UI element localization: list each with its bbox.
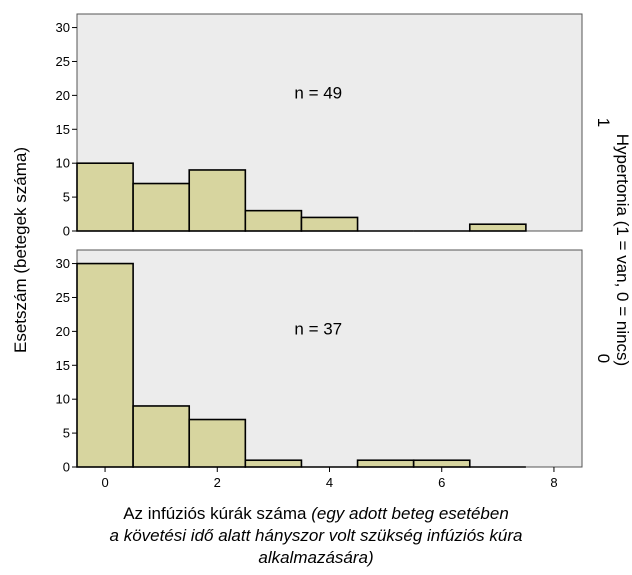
histogram-bar bbox=[412, 459, 471, 468]
x-tick-label: 8 bbox=[550, 475, 557, 490]
histogram-bar bbox=[132, 182, 191, 232]
panel-0: 0 5 10 15 20 25 30 n = 37 0 bbox=[56, 249, 613, 475]
y-tick-label: 30 bbox=[56, 256, 70, 271]
panel-annotation: n = 37 bbox=[294, 320, 342, 339]
y-tick-label: 0 bbox=[63, 224, 70, 239]
histogram-bar bbox=[76, 262, 134, 468]
histogram-bar bbox=[132, 405, 191, 468]
y-tick-label: 10 bbox=[56, 392, 70, 407]
y-tick-label: 10 bbox=[56, 156, 70, 171]
y-tick-label: 20 bbox=[56, 88, 70, 103]
histogram-bar bbox=[356, 459, 415, 468]
x-axis-title-note: (egy adott beteg esetében bbox=[311, 504, 509, 523]
x-tick-label: 6 bbox=[438, 475, 445, 490]
x-tick-label: 2 bbox=[214, 475, 221, 490]
facet-value-label: 1 bbox=[594, 118, 613, 127]
histogram-bar bbox=[188, 418, 247, 468]
panel-annotation: n = 49 bbox=[294, 84, 342, 103]
y-tick-label: 15 bbox=[56, 358, 70, 373]
y-tick-label: 0 bbox=[63, 460, 70, 475]
facet-value-label: 0 bbox=[594, 354, 613, 363]
histogram-bar bbox=[76, 162, 134, 232]
histogram-bar bbox=[188, 169, 247, 232]
x-axis-title: Az infúziós kúrák száma (egy adott beteg… bbox=[0, 503, 632, 569]
y-tick-label: 5 bbox=[63, 190, 70, 205]
histogram-bar bbox=[300, 216, 359, 232]
x-axis-title-main: Az infúziós kúrák száma bbox=[123, 504, 307, 523]
x-tick-label: 4 bbox=[326, 475, 333, 490]
y-axis-title: Esetszám (betegek száma) bbox=[11, 147, 30, 353]
y-tick-label: 5 bbox=[63, 426, 70, 441]
y-tick-label: 25 bbox=[56, 54, 70, 69]
y-tick-label: 15 bbox=[56, 122, 70, 137]
x-axis-title-note-line3: alkalmazására) bbox=[258, 548, 374, 567]
y-tick-label: 20 bbox=[56, 324, 70, 339]
histogram-bar bbox=[244, 209, 303, 232]
facet-title: Hypertonia (1 = van, 0 = nincs) bbox=[613, 134, 632, 366]
x-tick-label: 0 bbox=[101, 475, 108, 490]
histogram-bar bbox=[468, 223, 527, 232]
histogram-bar bbox=[244, 459, 303, 468]
y-tick-label: 25 bbox=[56, 290, 70, 305]
panel-1: 0 5 10 15 20 25 30 n = 49 1 bbox=[56, 13, 613, 239]
y-tick-label: 30 bbox=[56, 20, 70, 35]
x-axis-title-note-line2: a követési idő alatt hányszor volt szüks… bbox=[109, 526, 523, 545]
